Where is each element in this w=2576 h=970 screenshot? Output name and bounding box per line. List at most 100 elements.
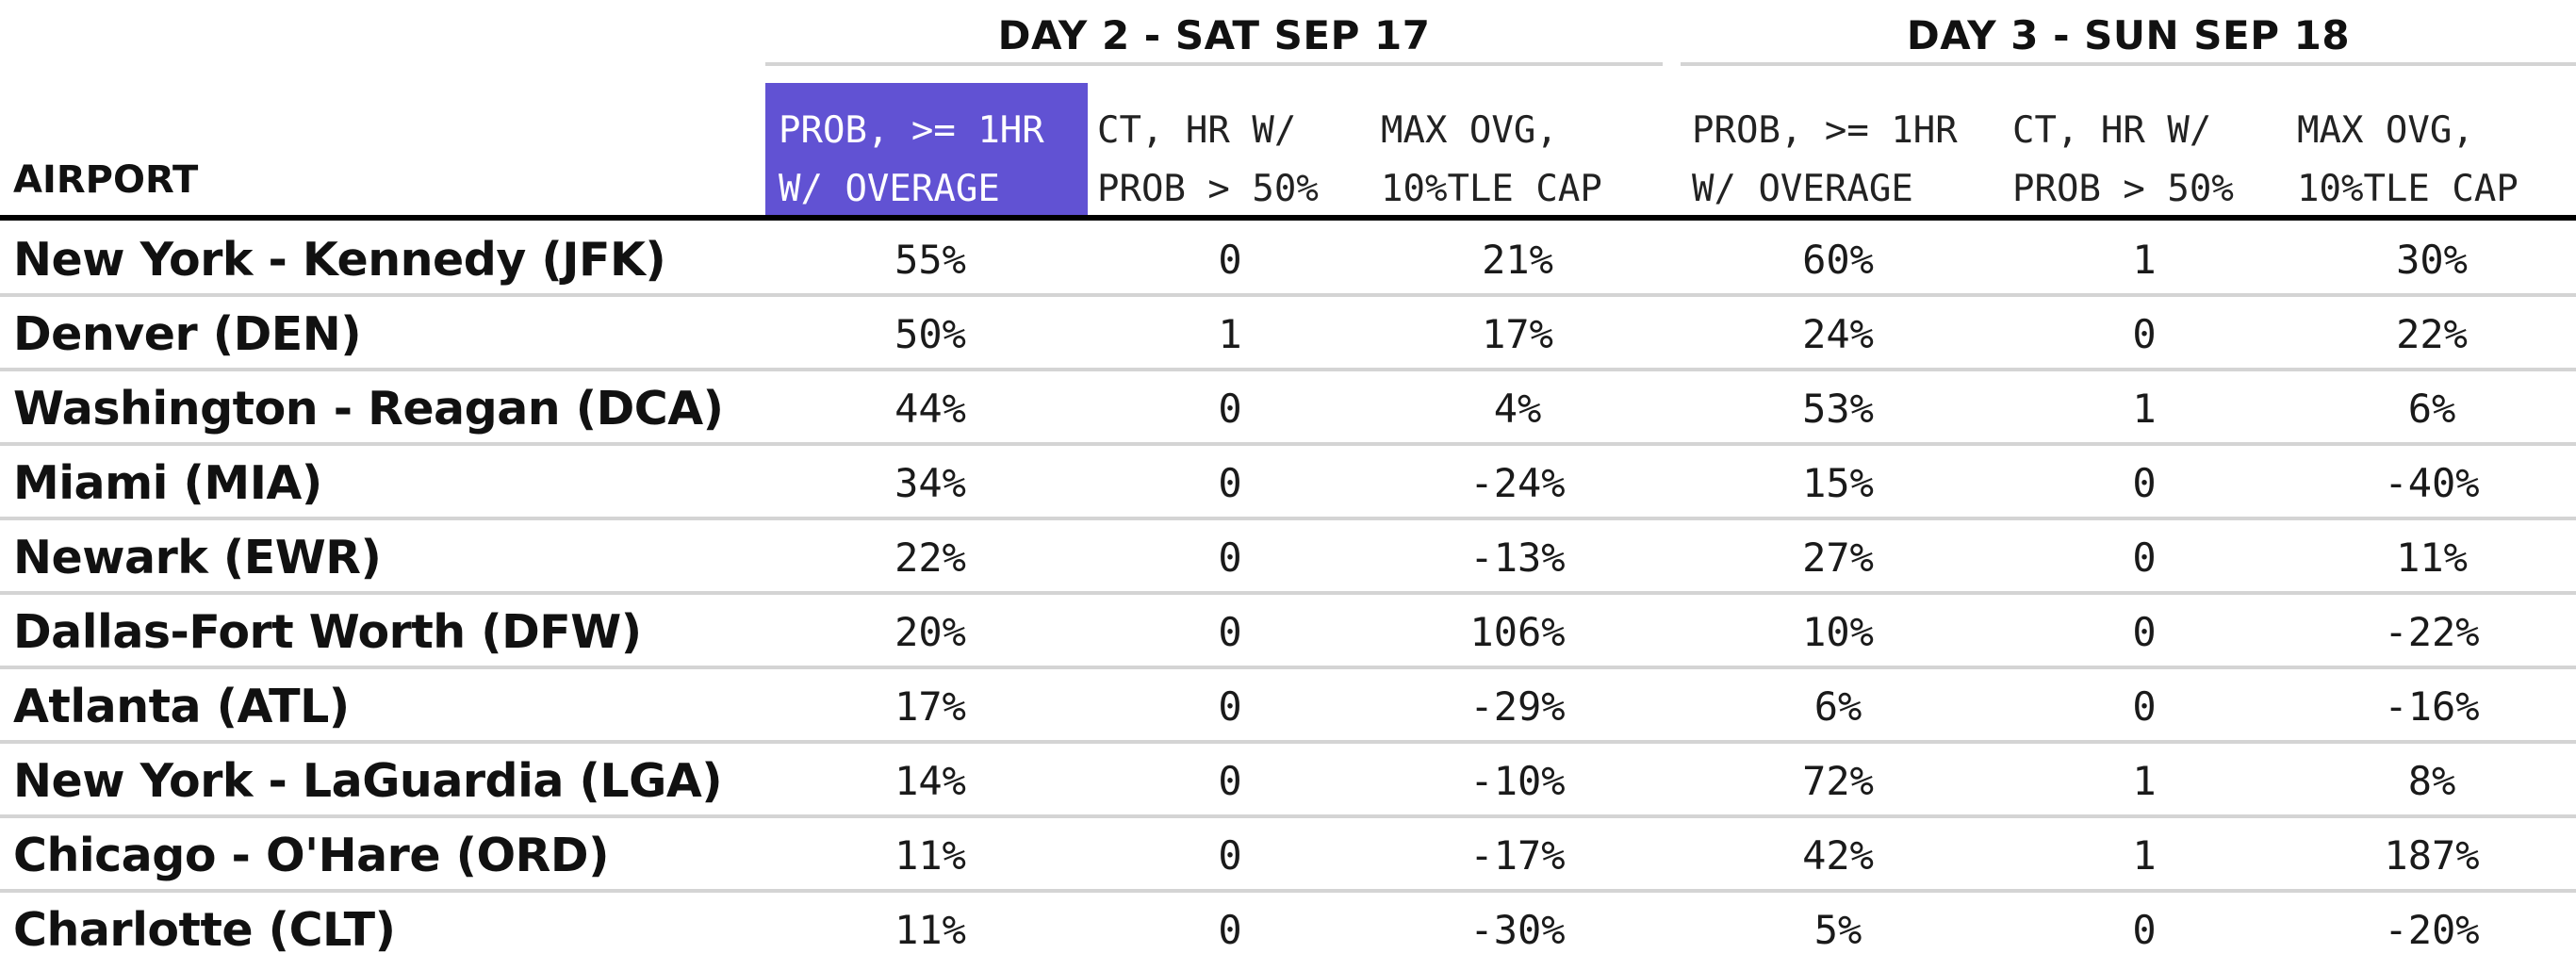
value-cell: 11% bbox=[2396, 534, 2468, 581]
value-cell: 20% bbox=[894, 609, 966, 655]
value-cell: 1 bbox=[1218, 311, 1242, 357]
value-cell: 0 bbox=[1218, 832, 1242, 879]
header-line: PROB, >= 1HR bbox=[1692, 109, 1958, 152]
value-cell: 0 bbox=[1218, 460, 1242, 506]
row-divider bbox=[0, 740, 2576, 744]
value-cell: 106% bbox=[1469, 609, 1566, 655]
value-cell: 0 bbox=[2132, 683, 2157, 730]
value-cell: 4% bbox=[1493, 386, 1542, 432]
value-cell: -20% bbox=[2384, 907, 2480, 953]
value-cell: -17% bbox=[1469, 832, 1566, 879]
value-cell: 1 bbox=[2132, 832, 2157, 879]
value-cell: 0 bbox=[2132, 534, 2157, 581]
column-header-day3-count: CT, HR W/ PROB > 50% bbox=[1999, 83, 2282, 215]
value-cell: 0 bbox=[1218, 534, 1242, 581]
airport-name: Washington - Reagan (DCA) bbox=[13, 382, 724, 436]
value-cell: -29% bbox=[1469, 683, 1566, 730]
header-rule bbox=[0, 215, 2576, 221]
value-cell: 42% bbox=[1802, 832, 1874, 879]
header-line: PROB > 50% bbox=[2012, 168, 2234, 210]
value-cell: 0 bbox=[2132, 609, 2157, 655]
value-cell: 11% bbox=[894, 907, 966, 953]
value-cell: -16% bbox=[2384, 683, 2480, 730]
row-divider bbox=[0, 666, 2576, 669]
table-row: Charlotte (CLT) 11% 0 -30% 5% 0 -20% bbox=[0, 893, 2576, 967]
value-cell: 17% bbox=[1482, 311, 1553, 357]
value-cell: 55% bbox=[894, 237, 966, 283]
group-title-day3: DAY 3 - SUN SEP 18 bbox=[1906, 12, 2351, 58]
table-row: Washington - Reagan (DCA) 44% 0 4% 53% 1 6% bbox=[0, 371, 2576, 446]
row-divider bbox=[0, 889, 2576, 893]
row-divider bbox=[0, 293, 2576, 297]
value-cell: -10% bbox=[1469, 758, 1566, 804]
value-cell: 22% bbox=[2396, 311, 2468, 357]
value-cell: 0 bbox=[2132, 460, 2157, 506]
value-cell: 6% bbox=[1813, 683, 1862, 730]
table-row: Chicago - O'Hare (ORD) 11% 0 -17% 42% 1 187% bbox=[0, 818, 2576, 893]
value-cell: 187% bbox=[2384, 832, 2480, 879]
value-cell: 8% bbox=[2407, 758, 2456, 804]
airport-name: Miami (MIA) bbox=[13, 456, 322, 510]
table-row: Miami (MIA) 34% 0 -24% 15% 0 -40% bbox=[0, 446, 2576, 520]
value-cell: 0 bbox=[1218, 609, 1242, 655]
value-cell: 0 bbox=[2132, 311, 2157, 357]
row-divider bbox=[0, 814, 2576, 818]
value-cell: 14% bbox=[894, 758, 966, 804]
header-line: W/ OVERAGE bbox=[1692, 168, 1913, 210]
header-line: 10%TLE CAP bbox=[2297, 168, 2519, 210]
group-divider-day3 bbox=[1681, 62, 2576, 66]
airport-name: Newark (EWR) bbox=[13, 531, 382, 584]
table-row: New York - Kennedy (JFK) 55% 0 21% 60% 1 30% bbox=[0, 222, 2576, 297]
value-cell: 1 bbox=[2132, 386, 2157, 432]
group-divider-day2 bbox=[765, 62, 1663, 66]
value-cell: -22% bbox=[2384, 609, 2480, 655]
value-cell: 34% bbox=[894, 460, 966, 506]
column-header-day3-prob: PROB, >= 1HR W/ OVERAGE bbox=[1679, 83, 1999, 215]
value-cell: 6% bbox=[2407, 386, 2456, 432]
value-cell: 53% bbox=[1802, 386, 1874, 432]
column-header-day3-maxovg: MAX OVG, 10%TLE CAP bbox=[2284, 83, 2576, 215]
value-cell: 44% bbox=[894, 386, 966, 432]
value-cell: 50% bbox=[894, 311, 966, 357]
table-row: Denver (DEN) 50% 1 17% 24% 0 22% bbox=[0, 297, 2576, 371]
row-divider bbox=[0, 591, 2576, 595]
value-cell: -30% bbox=[1469, 907, 1566, 953]
value-cell: 0 bbox=[1218, 683, 1242, 730]
airport-name: Chicago - O'Hare (ORD) bbox=[13, 829, 609, 882]
value-cell: -40% bbox=[2384, 460, 2480, 506]
row-divider bbox=[0, 442, 2576, 446]
airport-name: Atlanta (ATL) bbox=[13, 680, 350, 733]
header-line: CT, HR W/ bbox=[2012, 109, 2212, 152]
airport-name: Charlotte (CLT) bbox=[13, 903, 396, 957]
header-line: PROB > 50% bbox=[1097, 168, 1319, 210]
group-title-day2: DAY 2 - SAT SEP 17 bbox=[997, 12, 1431, 58]
value-cell: 27% bbox=[1802, 534, 1874, 581]
value-cell: 17% bbox=[894, 683, 966, 730]
airport-name: New York - LaGuardia (LGA) bbox=[13, 754, 723, 808]
header-line: MAX OVG, bbox=[1381, 109, 1558, 152]
value-cell: 10% bbox=[1802, 609, 1874, 655]
value-cell: 5% bbox=[1813, 907, 1862, 953]
row-divider bbox=[0, 368, 2576, 371]
value-cell: 11% bbox=[894, 832, 966, 879]
table-row: Dallas-Fort Worth (DFW) 20% 0 106% 10% 0 -22% bbox=[0, 595, 2576, 669]
value-cell: 0 bbox=[2132, 907, 2157, 953]
value-cell: 60% bbox=[1802, 237, 1874, 283]
value-cell: 72% bbox=[1802, 758, 1874, 804]
airport-column-header: AIRPORT bbox=[13, 158, 199, 202]
value-cell: 22% bbox=[894, 534, 966, 581]
header-line: 10%TLE CAP bbox=[1381, 168, 1602, 210]
header-line: CT, HR W/ bbox=[1097, 109, 1297, 152]
header-line: W/ OVERAGE bbox=[779, 168, 1000, 210]
value-cell: -13% bbox=[1469, 534, 1566, 581]
value-cell: 0 bbox=[1218, 907, 1242, 953]
value-cell: 1 bbox=[2132, 237, 2157, 283]
column-header-day2-prob: PROB, >= 1HR W/ OVERAGE bbox=[765, 83, 1088, 215]
table-row: Newark (EWR) 22% 0 -13% 27% 0 11% bbox=[0, 520, 2576, 595]
table-row: Atlanta (ATL) 17% 0 -29% 6% 0 -16% bbox=[0, 669, 2576, 744]
value-cell: 30% bbox=[2396, 237, 2468, 283]
column-header-day2-maxovg: MAX OVG, 10%TLE CAP bbox=[1368, 83, 1679, 215]
row-divider bbox=[0, 517, 2576, 520]
airport-name: Denver (DEN) bbox=[13, 307, 362, 361]
value-cell: 24% bbox=[1802, 311, 1874, 357]
